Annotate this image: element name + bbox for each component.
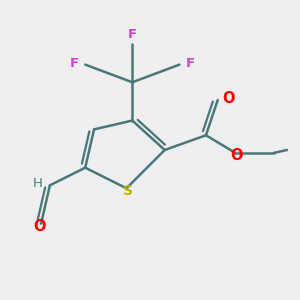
Text: F: F	[70, 57, 79, 70]
Text: O: O	[222, 91, 235, 106]
Text: F: F	[185, 57, 194, 70]
Text: O: O	[231, 148, 243, 164]
Text: S: S	[123, 184, 133, 198]
Text: H: H	[33, 177, 43, 190]
Text: O: O	[33, 219, 46, 234]
Text: F: F	[128, 28, 137, 41]
